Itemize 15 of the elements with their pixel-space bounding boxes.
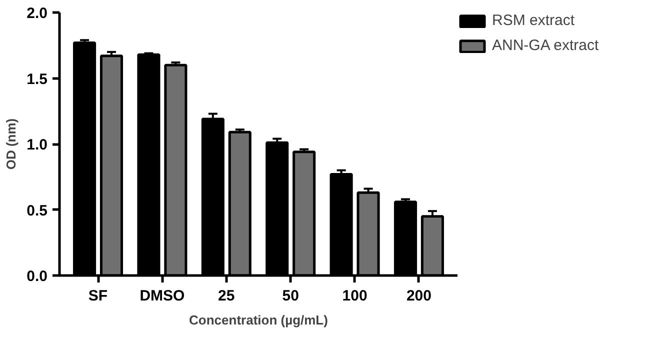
y-tick-label: 0.5 [26,202,48,220]
legend-label: RSM extract [492,12,575,29]
y-axis-title: OD (nm) [4,118,19,170]
legend-label: ANN-GA extract [492,37,599,54]
x-axis-title: Concentration (µg/mL) [189,312,328,328]
y-tick-label: 2.0 [26,5,48,22]
x-tick-label: 25 [218,288,235,304]
x-tick-label: 200 [406,288,432,304]
y-tick-label: 1.0 [26,136,48,154]
x-tick-label: DMSO [140,288,186,304]
x-tick-label: SF [88,288,108,304]
y-tick-label: 0.0 [26,268,48,285]
x-tick-label: 100 [342,288,368,304]
y-tick-label: 1.5 [26,70,48,88]
x-tick-label: 50 [282,288,299,304]
